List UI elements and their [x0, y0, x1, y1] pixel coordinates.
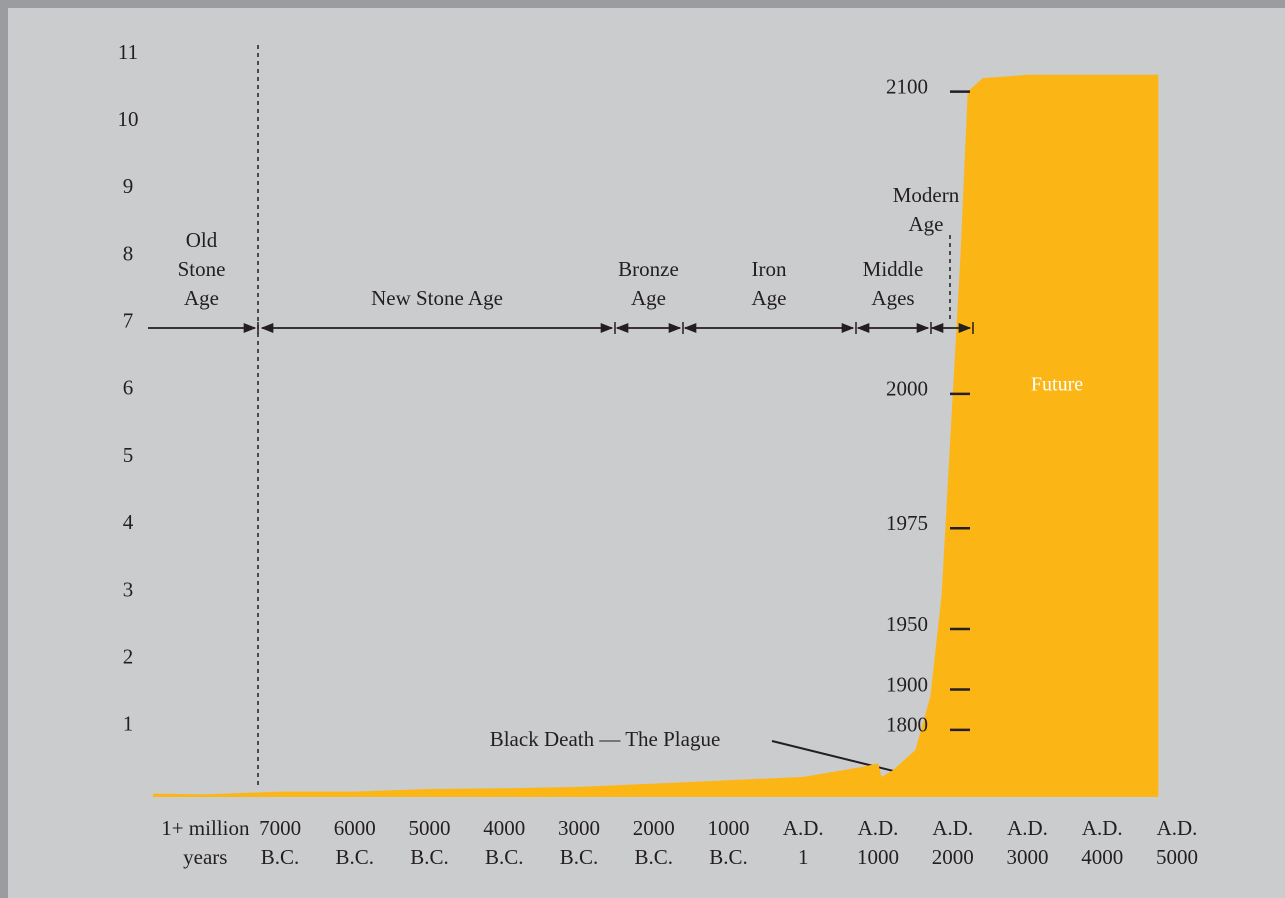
- y-tick-label: 4: [123, 510, 134, 534]
- x-tick-label: 1000: [708, 816, 750, 840]
- y-tick-label: 8: [123, 241, 134, 265]
- era-label: Modern: [893, 183, 960, 207]
- x-tick-label: 3000: [1007, 845, 1049, 869]
- x-tick-label: B.C.: [635, 845, 674, 869]
- era-label: Iron: [752, 257, 787, 281]
- milestone-label: 1800: [886, 713, 928, 737]
- x-tick-label: A.D.: [1157, 816, 1198, 840]
- y-tick-label: 3: [123, 577, 134, 601]
- x-tick-label: 4000: [483, 816, 525, 840]
- y-tick-label: 5: [123, 443, 134, 467]
- y-tick-label: 7: [123, 309, 134, 333]
- x-tick-label: 1: [798, 845, 809, 869]
- x-tick-label: A.D.: [1007, 816, 1048, 840]
- era-label: Bronze: [618, 257, 679, 281]
- milestone-label: 1900: [886, 672, 928, 696]
- x-tick-label: B.C.: [709, 845, 748, 869]
- milestone-label: 1975: [886, 511, 928, 535]
- annotation: Black Death — The Plague: [490, 727, 721, 751]
- y-tick-label: 6: [123, 376, 134, 400]
- era-label: Age: [631, 286, 666, 310]
- era-label: Old: [186, 228, 218, 252]
- milestone-label: 1950: [886, 612, 928, 636]
- milestone-label: 2000: [886, 377, 928, 401]
- era-label: New Stone Age: [371, 286, 503, 310]
- x-tick-label: 1000: [857, 845, 899, 869]
- x-tick-label: 2000: [633, 816, 675, 840]
- x-tick-label: 7000: [259, 816, 301, 840]
- x-tick-label: A.D.: [1082, 816, 1123, 840]
- x-tick-label: 3000: [558, 816, 600, 840]
- y-tick-label: 11: [118, 40, 138, 64]
- x-tick-label: 1+ million: [161, 816, 250, 840]
- x-tick-label: B.C.: [560, 845, 599, 869]
- era-label: Stone: [178, 257, 226, 281]
- x-tick-label: 5000: [1156, 845, 1198, 869]
- era-label: Age: [184, 286, 219, 310]
- era-label: Age: [752, 286, 787, 310]
- era-label: Age: [909, 212, 944, 236]
- y-tick-label: 10: [118, 107, 139, 131]
- milestone-label: 2100: [886, 74, 928, 98]
- x-tick-label: 4000: [1081, 845, 1123, 869]
- x-tick-label: A.D.: [783, 816, 824, 840]
- x-tick-label: years: [183, 845, 227, 869]
- x-tick-label: B.C.: [336, 845, 375, 869]
- area: [153, 74, 1159, 797]
- x-tick-label: 6000: [334, 816, 376, 840]
- y-tick-label: 9: [123, 174, 134, 198]
- annotation: Future: [1031, 374, 1083, 396]
- era-label: Middle: [863, 257, 924, 281]
- x-tick-label: 2000: [932, 845, 974, 869]
- y-tick-label: 1: [123, 712, 134, 736]
- x-tick-label: 5000: [409, 816, 451, 840]
- x-tick-label: B.C.: [485, 845, 524, 869]
- x-tick-label: A.D.: [858, 816, 899, 840]
- x-tick-label: A.D.: [932, 816, 973, 840]
- x-tick-label: B.C.: [261, 845, 300, 869]
- x-tick-label: B.C.: [410, 845, 449, 869]
- y-tick-label: 2: [123, 644, 134, 668]
- era-label: Ages: [871, 286, 914, 310]
